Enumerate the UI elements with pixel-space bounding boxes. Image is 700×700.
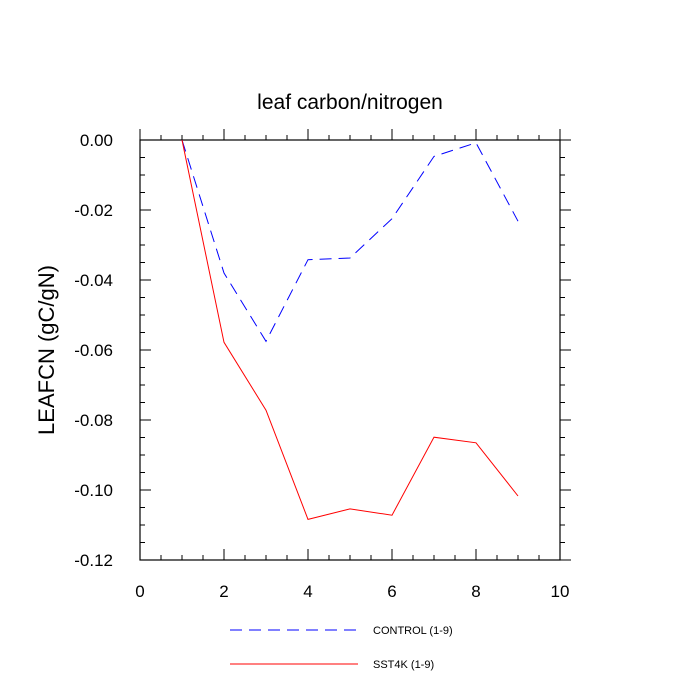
x-tick-label: 10 [551, 582, 570, 601]
plot-frame [139, 139, 561, 561]
y-axis-label: LEAFCN (gC/gN) [34, 265, 59, 435]
y-tick-label: -0.04 [74, 271, 113, 290]
y-tick-label: -0.02 [74, 201, 113, 220]
x-tick-label: 8 [471, 582, 480, 601]
x-tick-label: 0 [135, 582, 144, 601]
chart-title: leaf carbon/nitrogen [257, 91, 443, 114]
y-tick-label: -0.06 [74, 341, 113, 360]
y-tick-label: -0.08 [74, 411, 113, 430]
legend-label-control: CONTROL (1-9) [373, 625, 453, 637]
axis-tick-labels: 0 2 4 6 8 10 0.00 -0.02 -0.04 -0.06 -0.08 -0.10 -0.1… [74, 131, 569, 601]
y-tick-label: 0.00 [80, 131, 113, 150]
x-tick-label: 4 [303, 582, 312, 601]
series-line-sst4k [181, 139, 519, 520]
x-tick-label: 6 [387, 582, 396, 601]
y-tick-label: -0.10 [74, 481, 113, 500]
x-tick-label: 2 [219, 582, 228, 601]
series-line-control [181, 139, 519, 343]
axis-ticks [139, 129, 571, 561]
legend-label-sst4k: SST4K (1-9) [373, 659, 434, 671]
data-series [181, 139, 519, 520]
legend: CONTROL (1-9) SST4K (1-9) [230, 625, 453, 671]
y-tick-label: -0.12 [74, 551, 113, 570]
